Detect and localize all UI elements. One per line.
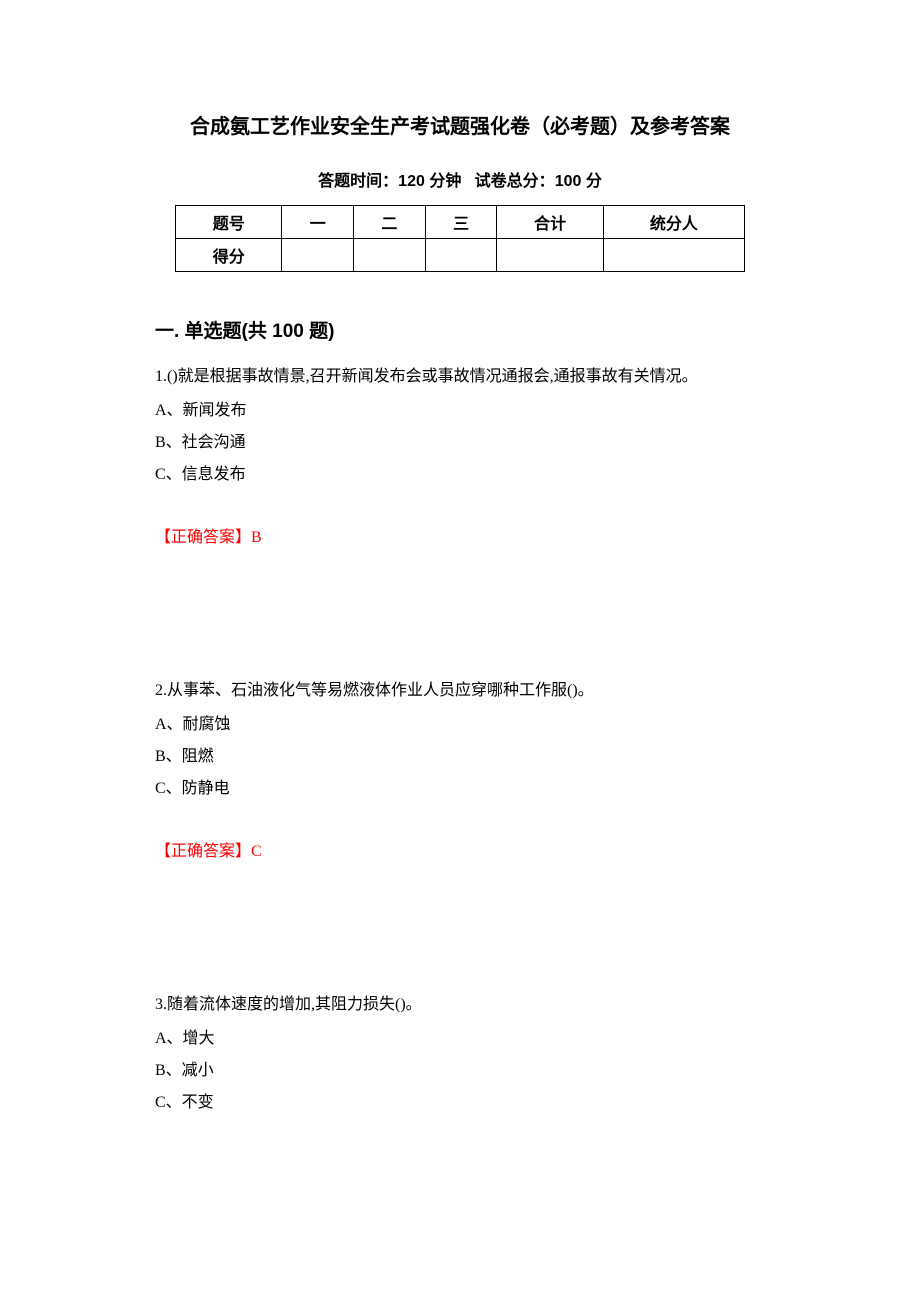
answer-line: 【正确答案】C (155, 837, 765, 861)
question-body: 随着流体速度的增加,其阻力损失()。 (167, 996, 422, 1013)
table-header-cell: 一 (282, 206, 354, 239)
question-block: 3.随着流体速度的增加,其阻力损失()。 A、增大 B、减小 C、不变 (155, 989, 765, 1119)
question-block: 1.()就是根据事故情景,召开新闻发布会或事故情况通报会,通报事故有关情况。 A… (155, 361, 765, 547)
answer-line: 【正确答案】B (155, 523, 765, 547)
table-cell-empty (497, 239, 603, 272)
table-header-row: 题号 一 二 三 合计 统分人 (176, 206, 745, 239)
option-b: B、阻燃 (155, 741, 765, 773)
table-header-cell: 三 (425, 206, 497, 239)
table-cell-empty (354, 239, 426, 272)
table-row-label: 得分 (176, 239, 282, 272)
option-c: C、不变 (155, 1087, 765, 1119)
option-a: A、增大 (155, 1023, 765, 1055)
table-header-cell: 合计 (497, 206, 603, 239)
table-header-cell: 题号 (176, 206, 282, 239)
answer-letter: C (251, 843, 262, 860)
question-text: 2.从事苯、石油液化气等易燃液体作业人员应穿哪种工作服()。 (155, 675, 765, 707)
question-number: 3. (155, 996, 167, 1013)
score-table: 题号 一 二 三 合计 统分人 得分 (175, 205, 745, 272)
section-title: 一. 单选题(共 100 题) (155, 316, 765, 343)
table-score-row: 得分 (176, 239, 745, 272)
spacer (155, 585, 765, 675)
question-text: 3.随着流体速度的增加,其阻力损失()。 (155, 989, 765, 1021)
time-label: 答题时间： (318, 173, 398, 190)
exam-info: 答题时间：120 分钟 试卷总分：100 分 (155, 167, 765, 191)
answer-label: 【正确答案】 (155, 529, 251, 546)
table-cell-empty (425, 239, 497, 272)
question-body: ()就是根据事故情景,召开新闻发布会或事故情况通报会,通报事故有关情况。 (167, 368, 698, 385)
answer-label: 【正确答案】 (155, 843, 251, 860)
table-header-cell: 二 (354, 206, 426, 239)
option-c: C、信息发布 (155, 459, 765, 491)
table-header-cell: 统分人 (603, 206, 744, 239)
question-number: 1. (155, 368, 167, 385)
question-block: 2.从事苯、石油液化气等易燃液体作业人员应穿哪种工作服()。 A、耐腐蚀 B、阻… (155, 675, 765, 861)
question-number: 2. (155, 682, 167, 699)
option-b: B、减小 (155, 1055, 765, 1087)
time-value: 120 分钟 (398, 173, 461, 190)
table-cell-empty (603, 239, 744, 272)
option-b: B、社会沟通 (155, 427, 765, 459)
question-text: 1.()就是根据事故情景,召开新闻发布会或事故情况通报会,通报事故有关情况。 (155, 361, 765, 393)
option-c: C、防静电 (155, 773, 765, 805)
score-value: 100 分 (555, 173, 602, 190)
table-cell-empty (282, 239, 354, 272)
option-a: A、耐腐蚀 (155, 709, 765, 741)
document-title: 合成氨工艺作业安全生产考试题强化卷（必考题）及参考答案 (155, 110, 765, 139)
question-body: 从事苯、石油液化气等易燃液体作业人员应穿哪种工作服()。 (167, 682, 594, 699)
score-label: 试卷总分： (475, 173, 555, 190)
spacer (155, 899, 765, 989)
option-a: A、新闻发布 (155, 395, 765, 427)
answer-letter: B (251, 529, 262, 546)
